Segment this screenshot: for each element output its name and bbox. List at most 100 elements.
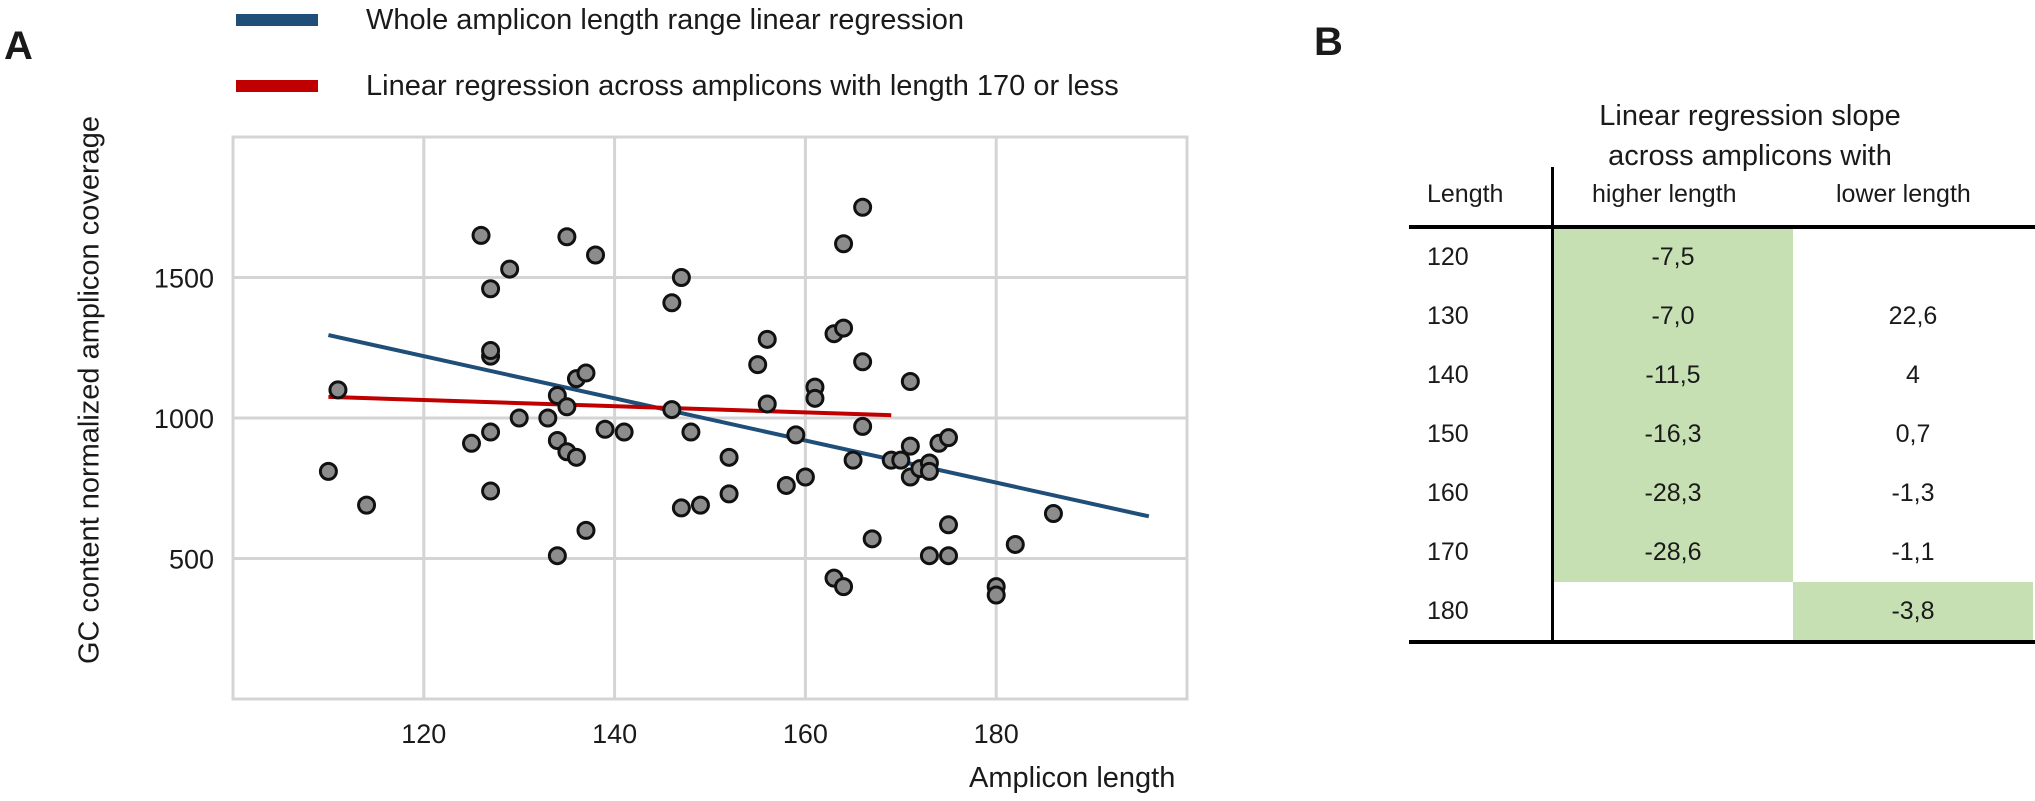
grid-lines bbox=[231, 135, 1189, 701]
regression-lines bbox=[327, 333, 1150, 519]
data-point bbox=[853, 352, 873, 372]
table-cell-higher: -7,0 bbox=[1651, 302, 1695, 330]
panel-a-label: A bbox=[4, 24, 33, 68]
data-point bbox=[1005, 534, 1025, 554]
data-point bbox=[795, 467, 815, 487]
table-title-line-2: across amplicons with bbox=[1608, 140, 1892, 172]
table-cell-lower: 22,6 bbox=[1888, 302, 1938, 330]
table-cell-higher: -28,3 bbox=[1644, 479, 1702, 507]
regression-line-whole-range bbox=[327, 333, 1150, 519]
data-point bbox=[748, 355, 768, 375]
data-point bbox=[614, 422, 634, 442]
data-point bbox=[481, 481, 501, 501]
data-point bbox=[805, 388, 825, 408]
data-point bbox=[462, 433, 481, 453]
data-point bbox=[1043, 504, 1063, 524]
x-tick-label: 140 bbox=[592, 719, 637, 749]
table-cell-length: 140 bbox=[1427, 361, 1469, 389]
data-point bbox=[481, 422, 501, 442]
data-point bbox=[919, 546, 939, 566]
table-cell-higher: -28,6 bbox=[1644, 538, 1702, 566]
data-point bbox=[538, 408, 558, 428]
data-point bbox=[900, 371, 920, 391]
data-point bbox=[900, 436, 920, 456]
data-point bbox=[776, 475, 796, 495]
data-point bbox=[328, 380, 348, 400]
table-cell-length: 120 bbox=[1427, 243, 1469, 271]
data-point bbox=[719, 484, 739, 504]
table-cell-length: 150 bbox=[1427, 420, 1469, 448]
data-point bbox=[853, 416, 873, 436]
data-point bbox=[939, 515, 958, 535]
data-point bbox=[481, 279, 501, 299]
data-point bbox=[757, 394, 777, 414]
table-vertical-rule bbox=[1551, 167, 1554, 641]
legend-label-whole-range: Whole amplicon length range linear regre… bbox=[366, 3, 965, 36]
data-point bbox=[862, 529, 882, 549]
data-point bbox=[919, 461, 939, 481]
table-header-length: Length bbox=[1427, 180, 1504, 208]
table-header-higher-length: higher length bbox=[1592, 180, 1737, 208]
table-cell-lower: 0,7 bbox=[1895, 420, 1931, 448]
data-point bbox=[757, 329, 777, 349]
data-point bbox=[891, 450, 911, 470]
data-point bbox=[357, 495, 377, 515]
data-point bbox=[671, 268, 691, 287]
data-point bbox=[939, 428, 958, 448]
data-point bbox=[557, 227, 577, 247]
data-point bbox=[834, 577, 854, 597]
y-tick-label: 1500 bbox=[154, 264, 214, 294]
table-title-line-1: Linear regression slope bbox=[1599, 100, 1901, 132]
data-point bbox=[481, 341, 501, 361]
x-tick-label: 120 bbox=[401, 719, 446, 749]
data-point bbox=[557, 397, 577, 417]
y-tick-label: 500 bbox=[169, 545, 214, 575]
table-cell-higher: -7,5 bbox=[1651, 243, 1695, 271]
data-point bbox=[853, 197, 873, 217]
data-point bbox=[986, 585, 1006, 605]
legend-swatch-red bbox=[236, 80, 318, 92]
data-point bbox=[471, 225, 491, 245]
data-point bbox=[671, 498, 691, 518]
data-point bbox=[576, 520, 596, 540]
table-cell-length: 130 bbox=[1427, 302, 1469, 330]
data-point bbox=[509, 408, 529, 428]
table-cell-higher: -11,5 bbox=[1645, 361, 1701, 389]
data-point bbox=[939, 546, 958, 566]
regression-line-170-or-less bbox=[328, 394, 892, 418]
table-header-lower-length: lower length bbox=[1836, 180, 1971, 208]
data-point bbox=[843, 450, 863, 470]
y-tick-label: 1000 bbox=[154, 404, 214, 434]
data-point bbox=[662, 400, 682, 420]
highlight-lower-length bbox=[1793, 582, 2033, 641]
data-point bbox=[662, 293, 682, 313]
table-cell-lower: -3,8 bbox=[1891, 597, 1935, 625]
panel-b-label: B bbox=[1314, 20, 1343, 64]
x-axis-title: Amplicon length bbox=[969, 762, 1176, 794]
data-point bbox=[566, 447, 586, 467]
data-point bbox=[786, 425, 806, 445]
data-points bbox=[318, 197, 1063, 605]
data-point bbox=[834, 234, 854, 254]
table-cell-length: 160 bbox=[1427, 479, 1469, 507]
legend-entry-whole-range: Whole amplicon length range linear regre… bbox=[236, 0, 964, 40]
data-point bbox=[690, 495, 710, 515]
data-point bbox=[681, 422, 701, 442]
data-point bbox=[719, 447, 739, 467]
table-cell-lower: -1,1 bbox=[1891, 538, 1935, 566]
table-cell-lower: 4 bbox=[1906, 361, 1920, 389]
data-point bbox=[547, 546, 567, 566]
legend-swatch-blue bbox=[236, 14, 318, 26]
legend-entry-170-or-less: Linear regression across amplicons with … bbox=[236, 66, 1119, 106]
data-point bbox=[318, 461, 338, 481]
table-cell-higher: -16,3 bbox=[1644, 420, 1702, 448]
x-tick-label: 180 bbox=[974, 719, 1019, 749]
table-cell-lower: -1,3 bbox=[1891, 479, 1935, 507]
data-point bbox=[586, 245, 606, 265]
data-point bbox=[576, 363, 596, 383]
highlight-higher-length bbox=[1553, 228, 1793, 582]
table-title: Linear regression slope across amplicons… bbox=[1500, 96, 2000, 176]
data-point bbox=[500, 259, 520, 279]
legend-label-170-or-less: Linear regression across amplicons with … bbox=[366, 69, 1119, 102]
